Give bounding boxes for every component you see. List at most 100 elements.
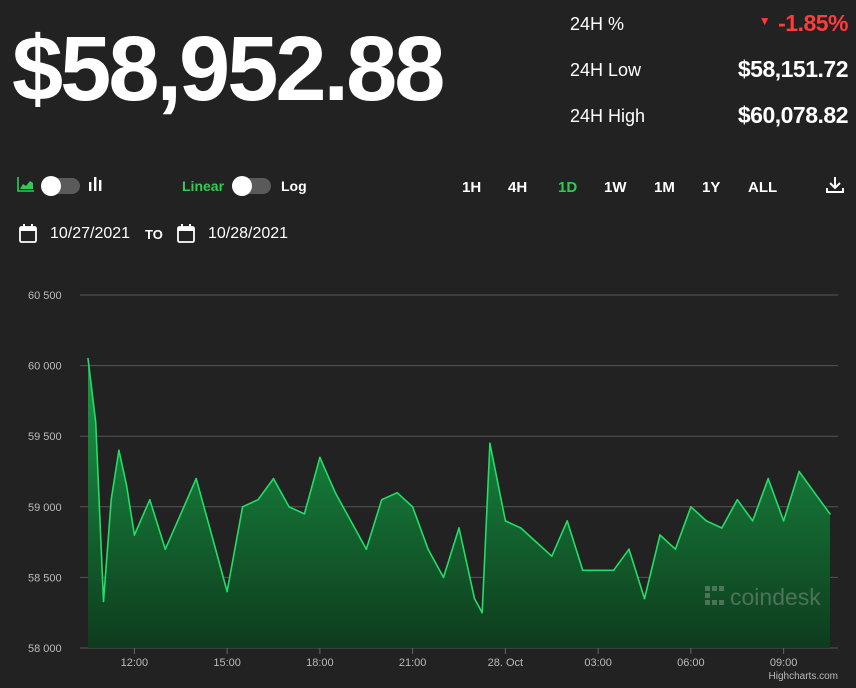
data-point bbox=[411, 506, 414, 508]
date-to-label: TO bbox=[145, 227, 163, 242]
data-point bbox=[125, 484, 128, 487]
range-all-button[interactable]: ALL bbox=[748, 179, 778, 196]
data-point bbox=[473, 597, 476, 600]
date-from-field[interactable]: 10/27/2021 bbox=[50, 225, 131, 242]
data-point bbox=[133, 534, 136, 536]
data-point bbox=[241, 506, 244, 508]
range-4h-button[interactable]: 4H bbox=[508, 179, 528, 196]
data-point bbox=[427, 548, 429, 550]
x-tick-label: 09:00 bbox=[770, 657, 798, 669]
x-tick-label: 06:00 bbox=[677, 657, 705, 669]
data-point bbox=[829, 513, 831, 515]
calendar-icon[interactable] bbox=[177, 224, 195, 243]
data-point bbox=[597, 569, 599, 572]
data-point bbox=[349, 520, 352, 522]
area-chart-icon[interactable] bbox=[17, 176, 35, 192]
x-tick-label: 28. Oct bbox=[488, 657, 523, 669]
stat-24h-change: 24H % ▼ -1.85% bbox=[570, 6, 848, 52]
data-point bbox=[195, 477, 198, 480]
calendar-icon[interactable] bbox=[19, 224, 37, 243]
date-range: 10/27/2021 TO 10/28/2021 bbox=[0, 222, 856, 248]
coindesk-watermark: coindesk bbox=[705, 584, 821, 610]
data-point bbox=[489, 442, 491, 445]
price-area bbox=[88, 358, 830, 648]
data-point bbox=[751, 520, 754, 522]
stat-label: 24H Low bbox=[570, 60, 642, 80]
data-point bbox=[705, 520, 708, 522]
data-point bbox=[674, 548, 677, 550]
data-point bbox=[303, 513, 306, 515]
data-point bbox=[442, 576, 445, 579]
data-point bbox=[272, 477, 275, 480]
highcharts-credit[interactable]: Highcharts.com bbox=[768, 671, 838, 682]
range-1d-button[interactable]: 1D bbox=[558, 179, 578, 196]
stat-24h-high: 24H High $60,078.82 bbox=[570, 98, 849, 144]
data-point bbox=[566, 520, 569, 522]
data-point bbox=[87, 357, 89, 360]
data-point bbox=[720, 527, 723, 529]
y-tick-label: 58 500 bbox=[28, 572, 62, 584]
data-point bbox=[767, 477, 769, 480]
x-tick-label: 15:00 bbox=[213, 657, 241, 669]
range-1y-button[interactable]: 1Y bbox=[702, 179, 721, 196]
y-tick-label: 60 000 bbox=[28, 361, 62, 373]
data-point bbox=[179, 513, 182, 515]
stat-value: $60,078.82 bbox=[737, 102, 849, 128]
data-point bbox=[118, 449, 120, 452]
data-point bbox=[110, 498, 112, 501]
data-point bbox=[257, 498, 259, 501]
data-point bbox=[481, 611, 483, 614]
scale-log-label[interactable]: Log bbox=[281, 178, 307, 194]
data-point bbox=[226, 590, 228, 593]
stat-label: 24H High bbox=[570, 106, 646, 126]
data-point bbox=[736, 498, 739, 501]
data-point bbox=[102, 600, 105, 603]
stat-label: 24H % bbox=[570, 14, 625, 34]
data-point bbox=[504, 520, 507, 522]
data-point bbox=[798, 470, 800, 473]
y-tick-label: 59 000 bbox=[28, 502, 62, 514]
data-point bbox=[782, 520, 785, 522]
stats-panel: 24H % ▼ -1.85% 24H Low $58,151.72 24H Hig… bbox=[570, 6, 849, 144]
date-to-field[interactable]: 10/28/2021 bbox=[208, 225, 289, 242]
data-point bbox=[210, 534, 213, 536]
y-tick-label: 59 500 bbox=[28, 431, 62, 443]
data-point bbox=[612, 569, 615, 572]
stat-value: ▼ -1.85% bbox=[758, 10, 849, 36]
data-point bbox=[813, 491, 816, 494]
data-point bbox=[380, 498, 383, 501]
x-tick-label: 12:00 bbox=[121, 657, 149, 669]
data-point bbox=[458, 527, 460, 529]
data-point bbox=[643, 597, 646, 600]
range-1h-button[interactable]: 1H bbox=[462, 179, 482, 196]
data-point bbox=[149, 498, 151, 501]
data-point bbox=[628, 548, 630, 550]
y-tick-label: 60 500 bbox=[28, 290, 62, 302]
data-point bbox=[690, 506, 692, 508]
data-point bbox=[319, 456, 321, 459]
stat-24h-low: 24H Low $58,151.72 bbox=[570, 52, 849, 98]
data-point bbox=[288, 506, 290, 508]
chart-type-toggle[interactable] bbox=[41, 176, 80, 196]
x-tick-label: 21:00 bbox=[399, 657, 427, 669]
data-point bbox=[659, 534, 661, 536]
data-point bbox=[164, 548, 167, 550]
current-price: $58,952.88 bbox=[12, 18, 445, 120]
y-tick-label: 58 000 bbox=[28, 643, 62, 655]
scale-toggle[interactable] bbox=[232, 176, 271, 196]
svg-text:coindesk: coindesk bbox=[730, 584, 821, 610]
data-point bbox=[520, 527, 522, 529]
stat-value: $58,151.72 bbox=[737, 56, 849, 82]
range-1w-button[interactable]: 1W bbox=[604, 179, 627, 196]
candlestick-chart-icon[interactable] bbox=[88, 176, 104, 192]
chart-controls: Linear Log 1H 4H 1D 1W 1M 1Y ALL bbox=[0, 172, 856, 202]
scale-linear-label[interactable]: Linear bbox=[182, 178, 225, 194]
data-point bbox=[334, 491, 337, 494]
x-tick-label: 18:00 bbox=[306, 657, 334, 669]
data-point bbox=[550, 555, 553, 558]
range-1m-button[interactable]: 1M bbox=[654, 179, 675, 196]
data-point bbox=[396, 491, 398, 494]
download-icon[interactable] bbox=[825, 176, 845, 194]
data-point bbox=[535, 541, 538, 543]
